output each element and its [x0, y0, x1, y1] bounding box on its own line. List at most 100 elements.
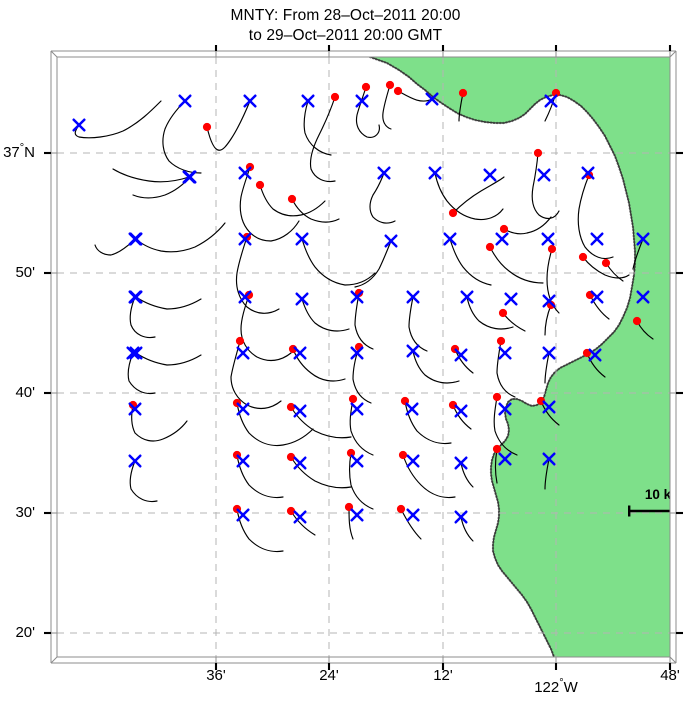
trajectory-end-marker: [128, 400, 138, 410]
trajectory-end-marker: [578, 252, 588, 262]
title-line-2: to 29–Oct–2011 20:00 GMT: [248, 27, 443, 44]
trajectory-path: [349, 398, 374, 456]
trajectory-end-marker: [393, 86, 403, 96]
trajectory-start-marker: [495, 232, 509, 246]
trajectory-end-marker: [361, 82, 371, 92]
trajectory-end-marker: [354, 288, 364, 298]
frame-corner-bl: [50, 656, 58, 664]
trajectory-start-marker: [590, 232, 604, 246]
trajectory-path: [309, 96, 336, 183]
trajectory-start-marker: [236, 402, 250, 416]
trajectory-path: [544, 458, 550, 490]
trajectory-end-marker: [458, 88, 468, 98]
trajectory-path: [402, 454, 456, 499]
trajectory-end-marker: [286, 452, 296, 462]
trajectory-path: [466, 296, 514, 330]
trajectory-start-marker: [498, 452, 512, 466]
trajectory-end-marker: [286, 402, 296, 412]
trajectory-path: [230, 340, 282, 410]
trajectory-path: [301, 298, 350, 332]
trajectory-path: [460, 516, 474, 542]
trajectory-start-marker: [406, 344, 420, 358]
coastline-stipple: [368, 57, 637, 657]
frame-corner-tr: [669, 50, 677, 58]
trajectory-path: [348, 452, 374, 510]
trajectory-start-marker: [178, 94, 192, 108]
trajectory-end-marker: [582, 348, 592, 358]
x-axis-tick-label-3: 122°W: [496, 677, 616, 697]
trajectory-start-marker: [454, 456, 468, 470]
trajectory-end-marker: [492, 444, 502, 454]
y-axis-tick-label-4: 20': [15, 624, 35, 641]
trajectory-start-marker: [460, 290, 474, 304]
x-tick-value: 122: [534, 679, 560, 696]
trajectory-end-marker: [499, 224, 509, 234]
trajectory-start-marker: [537, 168, 551, 182]
map-canvas[interactable]: 10 km: [57, 57, 670, 657]
trajectory-path: [235, 236, 280, 314]
trajectory-end-marker: [546, 300, 556, 310]
trajectory-path: [369, 172, 396, 224]
trajectory-end-marker: [498, 308, 508, 318]
trajectory-path: [259, 184, 326, 217]
trajectory-start-marker: [350, 508, 364, 522]
trajectory-path: [577, 174, 614, 260]
trajectory-start-marker: [238, 232, 252, 246]
trajectory-start-marker: [350, 454, 364, 468]
trajectory-path: [452, 176, 505, 214]
scale-bar-label: 10 km: [644, 487, 670, 502]
trajectory-end-marker: [551, 88, 561, 98]
trajectory-start-marker: [590, 290, 604, 304]
trajectory-path: [131, 404, 188, 442]
trajectory-path: [135, 296, 202, 310]
title-line-1: MNTY: From 28–Oct–2011 20:00: [230, 7, 461, 24]
trajectory-start-marker: [384, 234, 398, 248]
trajectory-end-marker: [448, 400, 458, 410]
trajectory-path: [496, 340, 516, 398]
trajectory-start-marker: [293, 510, 307, 524]
trajectory-start-marker: [454, 510, 468, 524]
trajectory-path: [493, 396, 518, 456]
trajectory-start-marker: [293, 404, 307, 418]
trajectory-start-marker: [129, 290, 143, 304]
degree-symbol: °: [559, 677, 564, 689]
trajectory-start-marker: [236, 454, 250, 468]
trajectory-end-marker: [202, 122, 212, 132]
trajectory-start-marker: [483, 168, 497, 182]
trajectory-path: [354, 292, 374, 350]
trajectory-path: [582, 256, 630, 279]
trajectory-path: [354, 240, 392, 288]
trajectory-start-marker: [498, 402, 512, 416]
trajectory-start-marker: [542, 452, 556, 466]
trajectory-start-marker: [541, 232, 555, 246]
hemisphere-letter: N: [24, 144, 35, 161]
frame-corner-br: [669, 656, 677, 664]
trajectory-start-marker: [406, 290, 420, 304]
trajectory-start-marker: [406, 508, 420, 522]
trajectory-start-marker: [498, 346, 512, 360]
trajectory-path: [449, 238, 492, 286]
trajectory-start-marker: [544, 94, 558, 108]
trajectory-path: [129, 296, 156, 339]
gridlines: [57, 57, 670, 657]
trajectory-start-marker: [295, 232, 309, 246]
trajectory-start-marker: [350, 346, 364, 360]
trajectory-layer: [74, 84, 654, 553]
trajectory-end-marker: [536, 396, 546, 406]
trajectory-start-marker: [636, 290, 650, 304]
trajectory-path: [352, 346, 372, 404]
trajectory-start-marker: [588, 348, 602, 362]
trajectory-end-marker: [348, 394, 358, 404]
scale-bar: 10 km: [628, 487, 670, 519]
trajectory-path: [127, 352, 156, 395]
hemisphere-letter: W: [563, 679, 578, 696]
trajectory-start-marker: [295, 292, 309, 306]
trajectory-start-marker: [350, 402, 364, 416]
trajectory-start-marker: [238, 166, 252, 180]
trajectory-start-marker: [301, 94, 315, 108]
y-axis-tick-label-1: 50': [15, 264, 35, 281]
trajectory-start-marker: [443, 232, 457, 246]
trajectory-start-marker: [542, 400, 556, 414]
trajectory-start-marker: [236, 508, 250, 522]
